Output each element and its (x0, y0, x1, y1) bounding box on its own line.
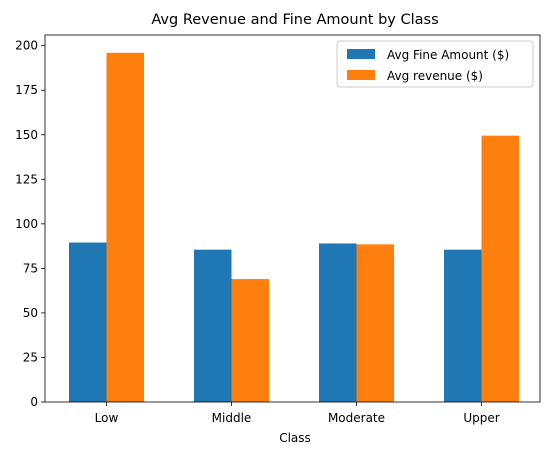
x-tick-label: Upper (463, 411, 499, 425)
bar-fine-low (69, 242, 107, 402)
bar-revenue-low (106, 52, 144, 403)
legend-label: Avg revenue ($) (387, 69, 483, 83)
y-tick-label: 25 (23, 350, 38, 364)
bar-revenue-moderate (356, 244, 394, 402)
y-tick-label: 150 (15, 128, 38, 142)
x-tick-label: Moderate (328, 411, 385, 425)
x-tick-label: Low (95, 411, 119, 425)
legend-box (336, 40, 534, 88)
x-axis-ticks: Low Middle Moderate Upper (95, 402, 500, 425)
bar-fine-moderate (319, 243, 357, 402)
legend-label: Avg Fine Amount ($) (387, 48, 509, 62)
legend-swatch (347, 70, 375, 80)
bar-fine-upper (444, 249, 482, 402)
y-tick-label: 100 (15, 217, 38, 231)
y-tick-label: 75 (23, 261, 38, 275)
y-tick-label: 50 (23, 306, 38, 320)
bar-revenue-upper (481, 135, 519, 402)
legend-swatch (347, 49, 375, 59)
y-axis-ticks: 0 25 50 75 100 125 150 175 200 (15, 39, 45, 409)
bar-revenue-middle (231, 279, 269, 402)
plot-area-frame (44, 34, 541, 403)
chart-title: Avg Revenue and Fine Amount by Class (151, 12, 438, 28)
x-axis-title: Class (279, 431, 311, 445)
y-tick-label: 175 (15, 83, 38, 97)
bars-group (69, 52, 519, 403)
y-tick-label: 125 (15, 172, 38, 186)
bar-fine-middle (194, 249, 232, 402)
legend: Avg Fine Amount ($) Avg revenue ($) (336, 40, 534, 88)
y-tick-label: 0 (30, 395, 38, 409)
x-tick-label: Middle (212, 411, 252, 425)
y-tick-label: 200 (15, 39, 38, 53)
